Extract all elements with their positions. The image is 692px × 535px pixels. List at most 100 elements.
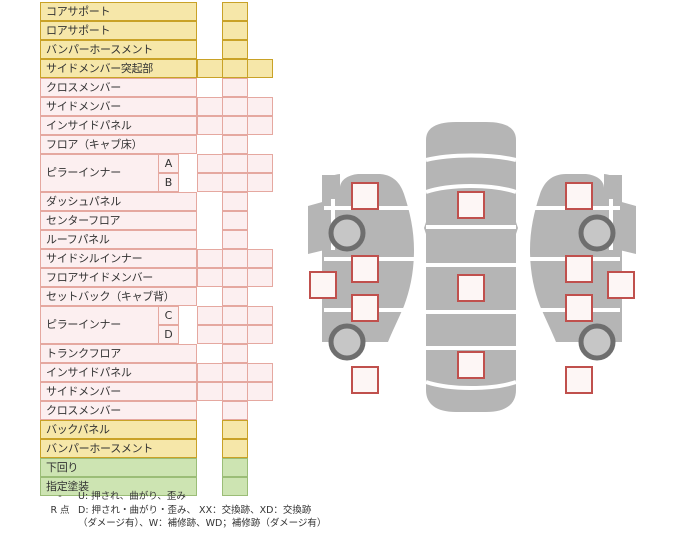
panel-name-cell: ダッシュパネル xyxy=(40,192,197,211)
panel-name-cell: サイドシルインナー xyxy=(40,249,197,268)
damage-mark-cell[interactable] xyxy=(222,192,248,211)
damage-mark-cell[interactable] xyxy=(247,268,273,287)
damage-mark-cell[interactable] xyxy=(222,439,248,458)
panel-name-cell: ロアサポート xyxy=(40,21,197,40)
table-row: B xyxy=(40,173,273,192)
panel-name-cell: インサイドパネル xyxy=(40,363,197,382)
panel-name-cell: サイドメンバー xyxy=(40,97,197,116)
panel-sub-cell: A xyxy=(158,154,179,173)
damage-mark-cell[interactable] xyxy=(247,382,273,401)
damage-mark-cell[interactable] xyxy=(247,97,273,116)
panel-sub-cell: C xyxy=(158,306,179,325)
damage-mark-cell[interactable] xyxy=(197,173,223,192)
damage-mark-cell[interactable] xyxy=(222,135,248,154)
damage-mark-cell[interactable] xyxy=(222,401,248,420)
damage-mark-cell[interactable] xyxy=(247,306,273,325)
damage-mark-cell[interactable] xyxy=(222,287,248,306)
table-row: サイドシルインナー xyxy=(40,249,273,268)
damage-mark-cell[interactable] xyxy=(222,420,248,439)
legend-text-1: U: 押され、曲がり、歪み xyxy=(78,491,186,502)
legend-key-rpoint: R 点 xyxy=(50,504,70,516)
damage-mark-cell[interactable] xyxy=(222,21,248,40)
panel-name-cell: センターフロア xyxy=(40,211,197,230)
table-row: インサイドパネル xyxy=(40,363,273,382)
table-row: D xyxy=(40,325,273,344)
damage-mark-cell[interactable] xyxy=(222,325,248,344)
legend: - U: 押され、曲がり、歪み R 点 D: 押され・曲がり・歪み、 XX：交換… xyxy=(42,490,372,531)
damage-mark-cell[interactable] xyxy=(247,249,273,268)
table-row: クロスメンバー xyxy=(40,78,252,97)
damage-mark-cell[interactable] xyxy=(247,363,273,382)
damage-mark-cell[interactable] xyxy=(197,154,223,173)
damage-mark-cell[interactable] xyxy=(222,230,248,249)
damage-mark-cell[interactable] xyxy=(197,382,223,401)
damage-mark-cell[interactable] xyxy=(222,306,248,325)
damage-mark-cell[interactable] xyxy=(197,306,223,325)
table-row: ピラーインナー C xyxy=(40,306,273,344)
damage-mark-cell[interactable] xyxy=(197,59,223,78)
vehicle-diagram xyxy=(300,120,692,420)
panel-name-cell: サイドメンバー xyxy=(40,382,197,401)
damage-mark-cell[interactable] xyxy=(197,97,223,116)
damage-mark-cell[interactable] xyxy=(197,363,223,382)
damage-mark-cell[interactable] xyxy=(247,59,273,78)
legend-row-1: - U: 押され、曲がり、歪み xyxy=(42,490,372,504)
damage-mark-cell[interactable] xyxy=(222,458,248,477)
panel-name-cell: 指定塗装 xyxy=(40,477,197,496)
damage-mark-cell[interactable] xyxy=(247,173,273,192)
panel-name-cell: フロア（キャブ床） xyxy=(40,135,197,154)
damage-mark-cell[interactable] xyxy=(222,344,248,363)
damage-mark-cell[interactable] xyxy=(197,325,223,344)
panel-name-cell: サイドメンバー突起部 xyxy=(40,59,197,78)
table-row: センターフロア xyxy=(40,211,252,230)
damage-mark-cell[interactable] xyxy=(222,363,248,382)
damage-mark-cell[interactable] xyxy=(222,97,248,116)
legend-text-3: （ダメージ有）、W：補修跡、WD；補修跡（ダメージ有） xyxy=(78,518,327,529)
panel-name-cell: バンパーホースメント xyxy=(40,439,197,458)
panel-condition-table: コアサポート ロアサポート バンパーホースメント サイドメンバー突起部 クロスメンバーサ… xyxy=(40,2,273,496)
damage-mark-cell[interactable] xyxy=(222,154,248,173)
damage-mark-cell[interactable] xyxy=(222,211,248,230)
damage-mark-cell[interactable] xyxy=(222,116,248,135)
panel-sub-cell: D xyxy=(158,325,179,344)
damage-mark-cell[interactable] xyxy=(222,78,248,97)
panel-name-cell: セットバック（キャブ背） xyxy=(40,287,197,306)
damage-mark-cell[interactable] xyxy=(222,40,248,59)
damage-mark-cell[interactable] xyxy=(222,382,248,401)
table-row: ダッシュパネル xyxy=(40,192,252,211)
panel-name-cell: ピラーインナー xyxy=(40,154,178,192)
damage-mark-cell[interactable] xyxy=(222,268,248,287)
table-row: フロア（キャブ床） xyxy=(40,135,252,154)
table-row: セットバック（キャブ背） xyxy=(40,287,252,306)
damage-mark-cell[interactable] xyxy=(197,249,223,268)
damage-mark-cell[interactable] xyxy=(247,116,273,135)
right-side-view xyxy=(530,174,636,394)
table-row: ロアサポート xyxy=(40,21,252,40)
damage-mark-cell[interactable] xyxy=(222,59,248,78)
table-row: 下回り xyxy=(40,458,252,477)
damage-mark-cell[interactable] xyxy=(222,249,248,268)
table-row: ピラーインナー A xyxy=(40,154,273,192)
panel-name-cell: トランクフロア xyxy=(40,344,197,363)
damage-mark-cell[interactable] xyxy=(197,116,223,135)
damage-mark-cell[interactable] xyxy=(222,477,248,496)
damage-mark-cell[interactable] xyxy=(222,173,248,192)
panel-name-cell: バックパネル xyxy=(40,420,197,439)
panel-name-cell: 下回り xyxy=(40,458,197,477)
table-row: バンパーホースメント xyxy=(40,40,252,59)
panel-sub-cell: B xyxy=(158,173,179,192)
table-row: バンパーホースメント xyxy=(40,439,252,458)
damage-mark-cell[interactable] xyxy=(222,2,248,21)
legend-row-2: R 点 D: 押され・曲がり・歪み、 XX：交換跡、XD：交換跡 xyxy=(42,504,372,518)
table-row: サイドメンバー xyxy=(40,97,273,116)
panel-name-cell: バンパーホースメント xyxy=(40,40,197,59)
legend-text-2: D: 押され・曲がり・歪み、 XX：交換跡、XD：交換跡 xyxy=(78,504,312,516)
table-row: サイドメンバー突起部 xyxy=(40,59,273,78)
table-row: インサイドパネル xyxy=(40,116,273,135)
damage-mark-cell[interactable] xyxy=(197,268,223,287)
damage-mark-cell[interactable] xyxy=(247,325,273,344)
damage-mark-cell[interactable] xyxy=(247,154,273,173)
table-row: クロスメンバー xyxy=(40,401,252,420)
legend-key-dash: - xyxy=(58,491,62,502)
